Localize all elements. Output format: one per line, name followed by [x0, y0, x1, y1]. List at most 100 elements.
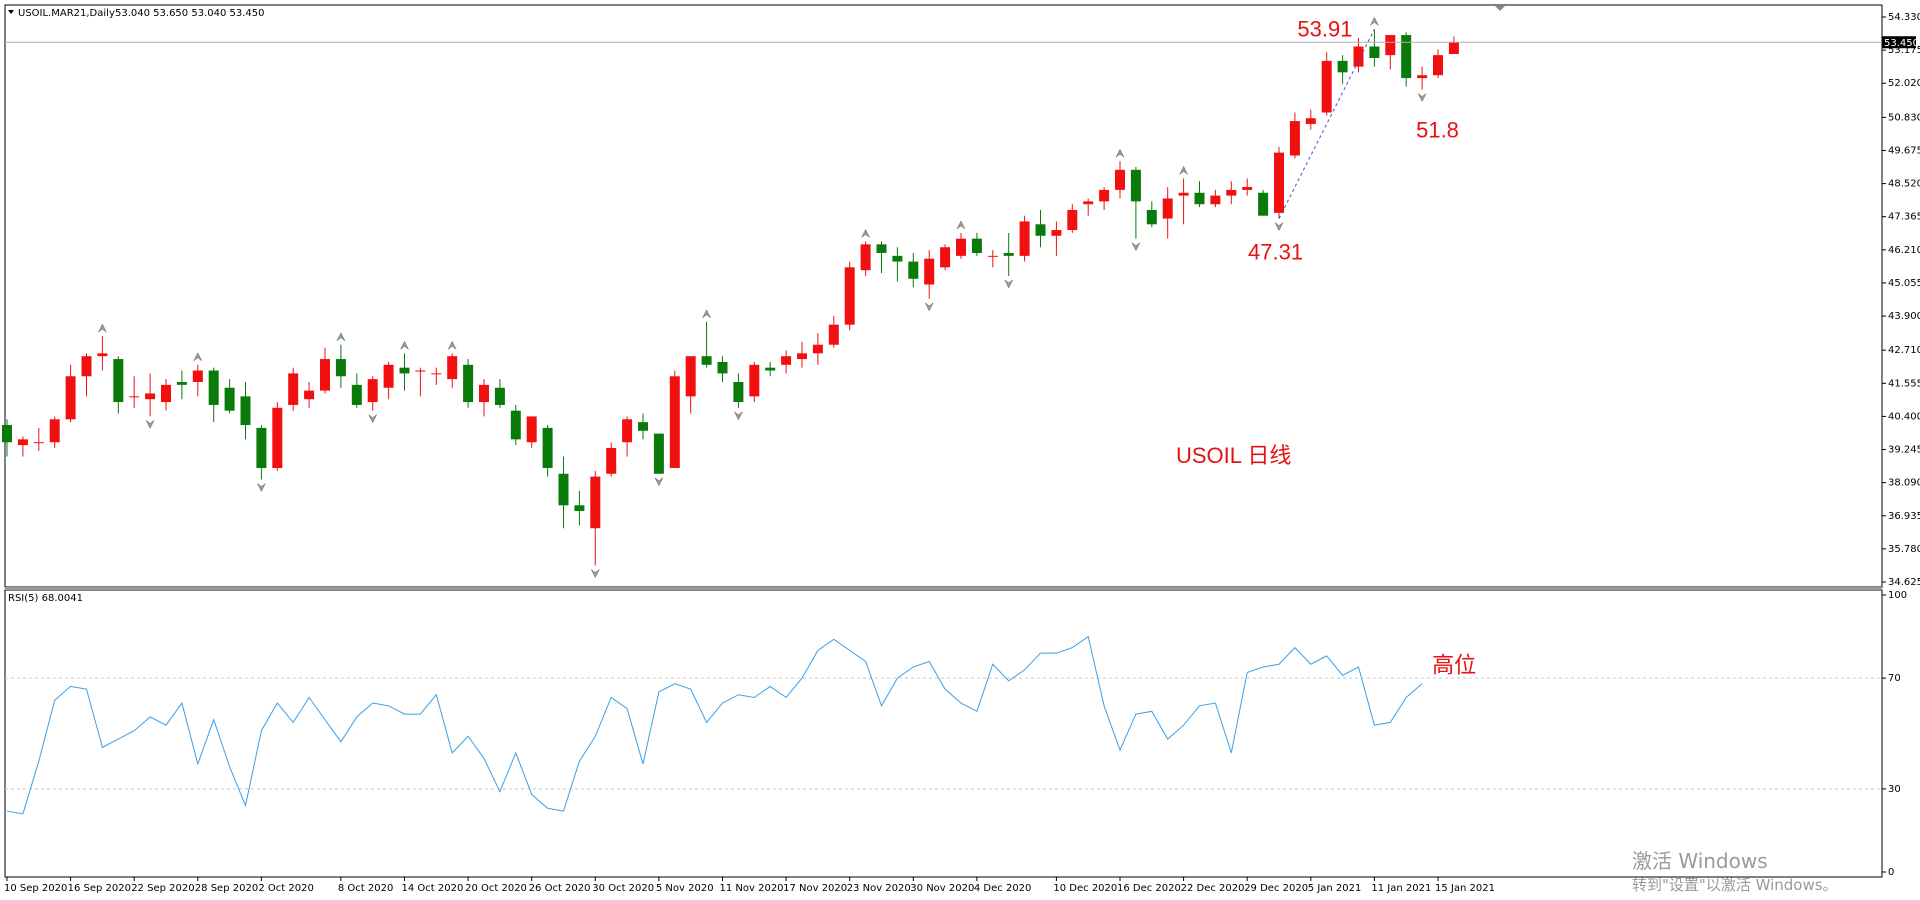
candle — [320, 347, 330, 394]
fractal-up-arrow-icon — [98, 323, 107, 333]
rsi-tick-label: 100 — [1888, 590, 1907, 601]
candle — [860, 241, 871, 276]
rsi-annotation: 高位 — [1432, 653, 1476, 678]
candle-body — [844, 267, 855, 325]
candle-body — [494, 387, 505, 405]
time-tick-label: 22 Sep 2020 — [131, 883, 194, 894]
time-tick-label: 16 Dec 2020 — [1117, 883, 1181, 894]
candle-body — [1067, 209, 1078, 231]
candle-body — [17, 439, 28, 446]
time-tick-label: 14 Oct 2020 — [402, 883, 464, 894]
candle — [256, 425, 267, 480]
candle-body — [463, 364, 474, 403]
fractal-up-arrow-icon — [702, 309, 711, 318]
candle-body — [1003, 252, 1014, 256]
rsi-tick-label: 30 — [1888, 784, 1901, 795]
time-tick-label: 5 Nov 2020 — [656, 883, 714, 894]
candle — [1289, 112, 1300, 159]
candle-body — [304, 390, 315, 400]
time-tick-label: 11 Jan 2021 — [1371, 883, 1431, 894]
candle — [65, 364, 76, 423]
candle — [1035, 209, 1046, 248]
price-tick-label: 39.245 — [1888, 445, 1920, 456]
candle-body — [510, 410, 521, 440]
candle — [447, 353, 458, 388]
candle — [940, 244, 951, 271]
rsi-tick-label: 0 — [1888, 867, 1894, 878]
candle — [1385, 35, 1396, 70]
trend-line[interactable] — [1278, 29, 1375, 219]
candle-body — [81, 356, 92, 377]
candle-body — [1162, 198, 1173, 219]
candle — [844, 261, 855, 331]
candle — [1369, 29, 1380, 67]
candle — [733, 373, 744, 408]
ohlc-values: 53.040 53.650 53.040 53.450 — [115, 8, 265, 19]
candle — [1210, 189, 1221, 208]
candle-body — [320, 359, 330, 391]
candle — [1099, 187, 1110, 210]
candle — [272, 402, 283, 471]
candle-body — [1242, 187, 1253, 190]
candle — [367, 376, 378, 411]
candle-body — [860, 244, 871, 271]
candle-body — [431, 373, 442, 375]
candle — [685, 356, 696, 414]
candle-body — [1226, 189, 1237, 196]
candle — [1242, 178, 1253, 196]
time-tick-label: 11 Nov 2020 — [720, 883, 784, 894]
candle-body — [240, 396, 251, 426]
price-tick-label: 38.090 — [1888, 478, 1920, 489]
price-tick-label: 52.020 — [1888, 78, 1920, 89]
candle — [176, 370, 187, 400]
price-tick-label: 53.175 — [1888, 45, 1920, 56]
activation-watermark-title: 激活 Windows — [1632, 849, 1768, 873]
candle-body — [1401, 35, 1412, 79]
chart-shift-marker-icon[interactable] — [1495, 6, 1505, 11]
candle-body — [113, 359, 124, 403]
price-tick-label: 34.625 — [1888, 577, 1920, 588]
candle-body — [638, 422, 648, 431]
candle — [494, 379, 505, 408]
candle-body — [1194, 192, 1205, 205]
time-tick-label: 4 Dec 2020 — [974, 883, 1032, 894]
candle-body — [415, 370, 426, 372]
candle-body — [288, 373, 299, 405]
candle — [1130, 166, 1141, 239]
price-tick-label: 54.330 — [1888, 12, 1920, 23]
candle-body — [908, 261, 919, 279]
candle — [351, 373, 362, 408]
candle — [892, 247, 903, 282]
candle-body — [924, 258, 935, 285]
fractal-up-arrow-icon — [861, 228, 870, 238]
candle — [113, 356, 124, 414]
candle — [1226, 181, 1237, 205]
candle — [1305, 109, 1316, 130]
candle-body — [65, 376, 76, 420]
candle — [1019, 215, 1030, 262]
candle — [701, 321, 712, 368]
candle-body — [1130, 169, 1141, 202]
chart-menu-triangle-icon[interactable] — [8, 10, 14, 14]
candle — [1258, 189, 1269, 216]
candle — [1337, 55, 1348, 84]
candle — [1115, 161, 1125, 199]
candle-body — [399, 367, 410, 374]
chart-title-annotation: USOIL 日线 — [1176, 443, 1291, 468]
fractal-up-arrow-icon — [193, 352, 203, 362]
candle-body — [1210, 195, 1221, 205]
candle — [1321, 52, 1332, 116]
candle — [415, 367, 426, 397]
fractal-down-arrow-icon — [1004, 279, 1013, 289]
time-axis: 10 Sep 2020 16 Sep 2020 22 Sep 2020 28 Sep … — [4, 877, 1495, 894]
candle-body — [1433, 55, 1443, 76]
fractal-down-arrow-icon — [591, 569, 600, 579]
candle-body — [1289, 121, 1300, 156]
candle — [97, 336, 108, 371]
rsi-tick-label: 70 — [1888, 673, 1901, 684]
fractal-down-arrow-icon — [1274, 222, 1284, 232]
candle — [129, 376, 140, 408]
candle-body — [956, 238, 966, 256]
